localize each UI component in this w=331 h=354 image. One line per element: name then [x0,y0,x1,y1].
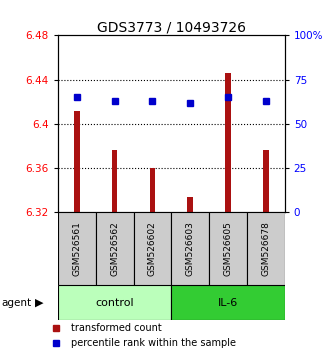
Bar [150,168,155,212]
Bar [247,212,285,285]
Text: GSM526605: GSM526605 [223,221,232,276]
Bar [225,73,231,212]
Text: transformed count: transformed count [71,323,161,333]
Bar [112,150,118,212]
Text: GSM526678: GSM526678 [261,221,270,276]
Text: percentile rank within the sample: percentile rank within the sample [71,338,235,348]
Text: GSM526603: GSM526603 [186,221,195,276]
Text: ▶: ▶ [35,298,43,308]
Bar [209,212,247,285]
Bar [58,285,171,320]
Text: agent: agent [2,298,32,308]
Text: GSM526602: GSM526602 [148,221,157,276]
Text: control: control [95,298,134,308]
Text: GSM526561: GSM526561 [72,221,81,276]
Bar [58,212,96,285]
Text: GSM526562: GSM526562 [110,221,119,276]
Bar [263,150,268,212]
Bar [187,197,193,212]
Title: GDS3773 / 10493726: GDS3773 / 10493726 [97,20,246,34]
Bar [171,285,285,320]
Bar [74,111,80,212]
Bar [96,212,133,285]
Text: IL-6: IL-6 [218,298,238,308]
Bar [133,212,171,285]
Bar [171,212,209,285]
